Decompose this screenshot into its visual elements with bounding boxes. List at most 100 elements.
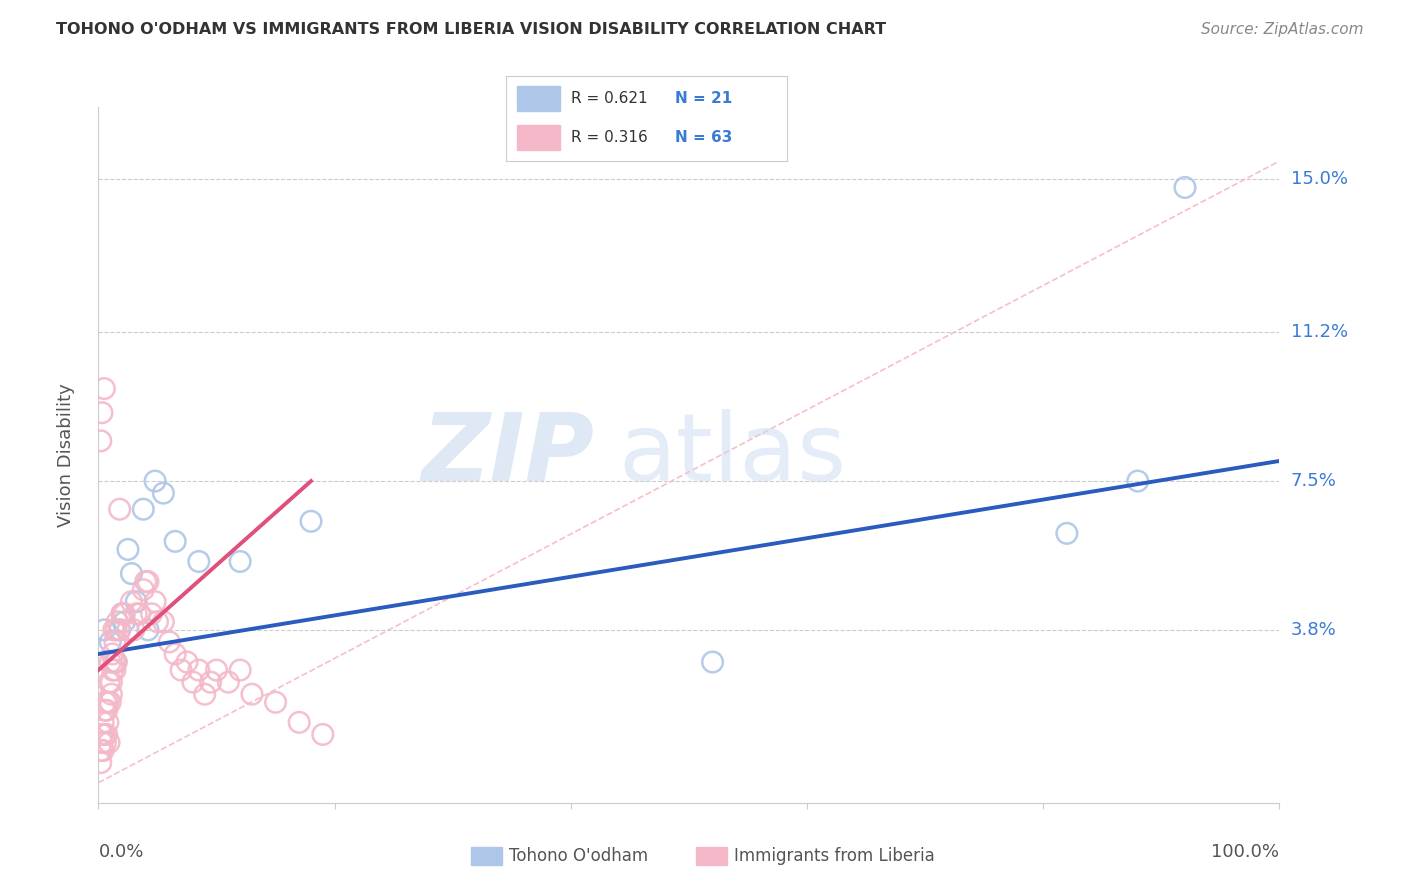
Point [108, 623, 131, 637]
Text: 100.0%: 100.0% [1212, 843, 1279, 861]
Text: N = 21: N = 21 [675, 91, 733, 106]
Point [143, 595, 166, 609]
Point [105, 615, 128, 629]
Point [98, 675, 121, 690]
Point [108, 623, 131, 637]
Point [112, 607, 135, 621]
Point [312, 727, 335, 741]
Point [97, 715, 120, 730]
Point [229, 663, 252, 677]
Point [136, 623, 159, 637]
Point [111, 607, 134, 621]
Point [135, 574, 157, 589]
Y-axis label: Vision Disability: Vision Disability [56, 383, 75, 527]
Point [229, 554, 252, 568]
Point [98, 655, 121, 669]
Point [90, 756, 112, 770]
Point [93, 623, 115, 637]
Text: ZIP: ZIP [422, 409, 595, 501]
Point [108, 502, 131, 516]
Point [136, 574, 159, 589]
Point [94, 695, 117, 709]
Point [125, 607, 148, 621]
Text: atlas: atlas [619, 409, 846, 501]
Bar [517, 86, 560, 112]
Point [187, 663, 209, 677]
Point [93, 727, 115, 741]
Point [101, 647, 124, 661]
Text: R = 0.621: R = 0.621 [571, 91, 647, 106]
Point [170, 663, 193, 677]
Point [91, 743, 114, 757]
Point [94, 735, 117, 749]
Point [104, 635, 127, 649]
Point [91, 715, 114, 730]
Point [93, 382, 115, 396]
Point [112, 615, 135, 629]
Point [299, 514, 322, 528]
Text: 15.0%: 15.0% [1291, 170, 1347, 188]
Point [176, 655, 198, 669]
Point [98, 735, 121, 749]
Point [157, 635, 180, 649]
Text: TOHONO O'ODHAM VS IMMIGRANTS FROM LIBERIA VISION DISABILITY CORRELATION CHART: TOHONO O'ODHAM VS IMMIGRANTS FROM LIBERI… [56, 22, 886, 37]
Text: Immigrants from Liberia: Immigrants from Liberia [734, 847, 935, 865]
Point [1174, 180, 1197, 194]
Point [143, 474, 166, 488]
Point [101, 663, 124, 677]
Point [165, 534, 187, 549]
Point [132, 582, 155, 597]
Point [128, 607, 150, 621]
Point [205, 663, 228, 677]
Bar [517, 125, 560, 151]
Point [96, 727, 118, 741]
Text: 11.2%: 11.2% [1291, 323, 1348, 342]
Point [121, 595, 143, 609]
Text: 0.0%: 0.0% [98, 843, 143, 861]
Point [165, 647, 187, 661]
Point [122, 623, 145, 637]
Point [181, 675, 204, 690]
Point [146, 615, 169, 629]
Point [93, 703, 115, 717]
Text: 7.5%: 7.5% [1291, 472, 1337, 490]
Point [187, 554, 209, 568]
Point [105, 655, 128, 669]
Point [105, 623, 128, 637]
Text: Tohono O'odham: Tohono O'odham [509, 847, 648, 865]
Point [91, 727, 114, 741]
Point [200, 675, 222, 690]
Text: 3.8%: 3.8% [1291, 621, 1336, 639]
Point [100, 675, 122, 690]
Point [125, 595, 148, 609]
Point [121, 566, 143, 581]
Point [152, 615, 174, 629]
Point [702, 655, 724, 669]
Point [98, 635, 121, 649]
Text: Source: ZipAtlas.com: Source: ZipAtlas.com [1201, 22, 1364, 37]
Point [117, 542, 139, 557]
Point [90, 434, 112, 448]
Point [217, 675, 239, 690]
Point [91, 735, 114, 749]
Point [240, 687, 263, 701]
Point [97, 695, 120, 709]
Point [141, 607, 163, 621]
Point [103, 655, 125, 669]
Point [1056, 526, 1078, 541]
Point [100, 687, 122, 701]
Text: N = 63: N = 63 [675, 130, 733, 145]
Point [117, 623, 139, 637]
Point [91, 406, 114, 420]
Point [288, 715, 311, 730]
Point [132, 502, 155, 516]
Text: R = 0.316: R = 0.316 [571, 130, 648, 145]
Point [194, 687, 217, 701]
Point [264, 695, 287, 709]
Point [111, 607, 134, 621]
Point [152, 486, 174, 500]
Point [103, 623, 125, 637]
Point [104, 663, 127, 677]
Point [98, 695, 121, 709]
Point [96, 703, 118, 717]
